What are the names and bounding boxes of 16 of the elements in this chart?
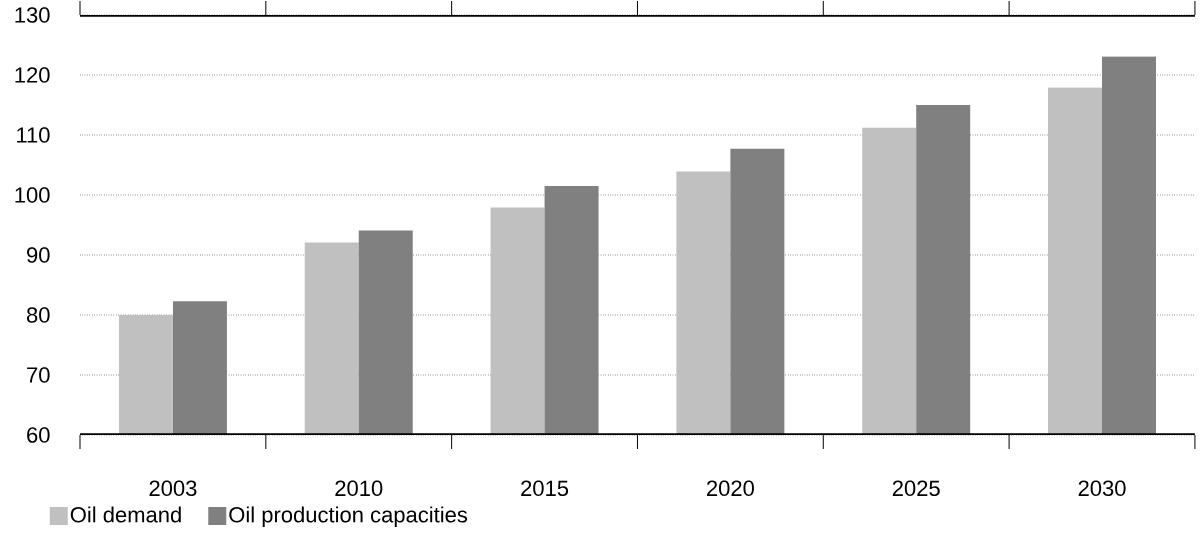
x-tick-label: 2003 [149, 480, 197, 497]
y-tick-label: 60 [27, 427, 50, 443]
y-tick-label: 70 [27, 367, 50, 383]
y-tick-label: 90 [27, 247, 50, 263]
x-tick-label: 2015 [521, 480, 569, 497]
legend-label: Oil production capacities [229, 506, 468, 527]
x-tick-label: 2030 [1078, 480, 1126, 497]
y-tick-label: 120 [15, 67, 50, 83]
x-tick-label: 2020 [707, 480, 754, 497]
x-tick-label: 2010 [335, 480, 383, 497]
legend-label: Oil demand [70, 506, 181, 523]
y-tick-label: 130 [15, 7, 50, 23]
y-tick-label: 80 [26, 307, 50, 323]
x-tick-label: 2025 [892, 480, 940, 497]
y-tick-label: 110 [17, 127, 50, 143]
y-tick-label: 100 [15, 187, 50, 203]
